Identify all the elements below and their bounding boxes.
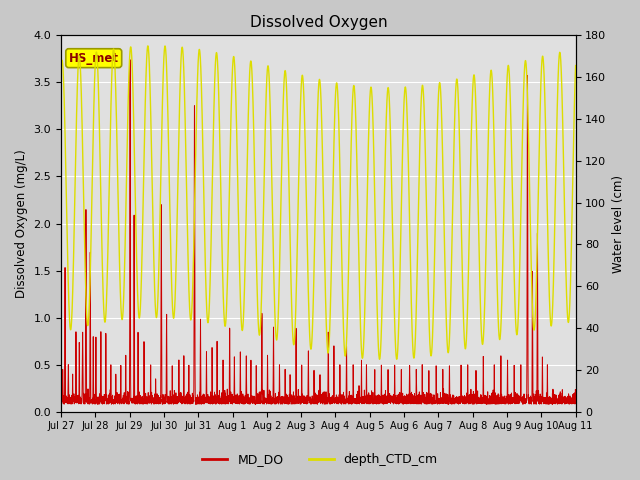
- Y-axis label: Dissolved Oxygen (mg/L): Dissolved Oxygen (mg/L): [15, 149, 28, 298]
- Title: Dissolved Oxygen: Dissolved Oxygen: [250, 15, 387, 30]
- Legend: MD_DO, depth_CTD_cm: MD_DO, depth_CTD_cm: [197, 448, 443, 471]
- Y-axis label: Water level (cm): Water level (cm): [612, 175, 625, 273]
- Text: HS_met: HS_met: [68, 52, 119, 65]
